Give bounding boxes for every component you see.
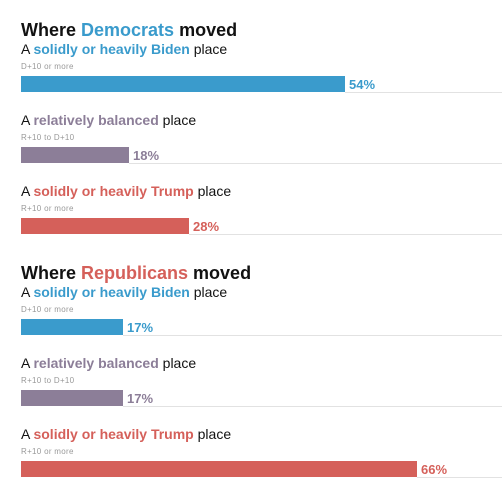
bar	[21, 147, 129, 163]
row-label: A relatively balanced place	[21, 355, 196, 371]
row-label-part: place	[159, 355, 197, 371]
row-label-part: solidly or heavily Trump	[33, 183, 193, 199]
row-label-part: A	[21, 41, 33, 57]
row-label-part: relatively balanced	[33, 355, 158, 371]
bar-row: A relatively balanced place R+10 to D+10 1…	[21, 112, 502, 164]
row-label: A solidly or heavily Trump place	[21, 426, 231, 442]
title-part: Democrats	[81, 20, 174, 40]
row-label-part: solidly or heavily Biden	[33, 41, 189, 57]
row-label: A relatively balanced place	[21, 112, 196, 128]
title-part: Where	[21, 20, 81, 40]
row-sublabel: R+10 or more	[21, 204, 74, 213]
bar-row: A solidly or heavily Biden place D+10 or …	[21, 284, 502, 336]
value-label: 17%	[127, 320, 153, 335]
bar	[21, 76, 345, 92]
row-label: A solidly or heavily Biden place	[21, 284, 227, 300]
bar	[21, 461, 417, 477]
row-label-part: A	[21, 355, 33, 371]
title-part: Where	[21, 263, 81, 283]
value-label: 66%	[421, 462, 447, 477]
row-label-part: solidly or heavily Trump	[33, 426, 193, 442]
chart-title: Where Republicans moved	[21, 263, 251, 283]
row-label-part: A	[21, 183, 33, 199]
row-label-part: A	[21, 284, 33, 300]
row-label-part: A	[21, 426, 33, 442]
row-label-part: place	[159, 112, 197, 128]
row-label-part: A	[21, 112, 33, 128]
bar	[21, 390, 123, 406]
row-label-part: place	[190, 41, 228, 57]
value-label: 54%	[349, 77, 375, 92]
row-sublabel: D+10 or more	[21, 62, 74, 71]
value-label: 17%	[127, 391, 153, 406]
row-sublabel: R+10 to D+10	[21, 376, 75, 385]
bar-row: A solidly or heavily Biden place D+10 or …	[21, 41, 502, 93]
row-sublabel: R+10 or more	[21, 447, 74, 456]
bar	[21, 319, 123, 335]
row-label: A solidly or heavily Trump place	[21, 183, 231, 199]
bar-row: A solidly or heavily Trump place R+10 or …	[21, 183, 502, 235]
row-sublabel: D+10 or more	[21, 305, 74, 314]
row-label-part: place	[194, 426, 232, 442]
value-label: 18%	[133, 148, 159, 163]
row-label-part: place	[190, 284, 228, 300]
bar	[21, 218, 189, 234]
title-part: Republicans	[81, 263, 188, 283]
bar-row: A relatively balanced place R+10 to D+10 1…	[21, 355, 502, 407]
row-label-part: solidly or heavily Biden	[33, 284, 189, 300]
bar-row: A solidly or heavily Trump place R+10 or …	[21, 426, 502, 478]
row-label-part: place	[194, 183, 232, 199]
title-part: moved	[188, 263, 251, 283]
row-label: A solidly or heavily Biden place	[21, 41, 227, 57]
row-sublabel: R+10 to D+10	[21, 133, 75, 142]
row-label-part: relatively balanced	[33, 112, 158, 128]
value-label: 28%	[193, 219, 219, 234]
title-part: moved	[174, 20, 237, 40]
chart-title: Where Democrats moved	[21, 20, 237, 40]
